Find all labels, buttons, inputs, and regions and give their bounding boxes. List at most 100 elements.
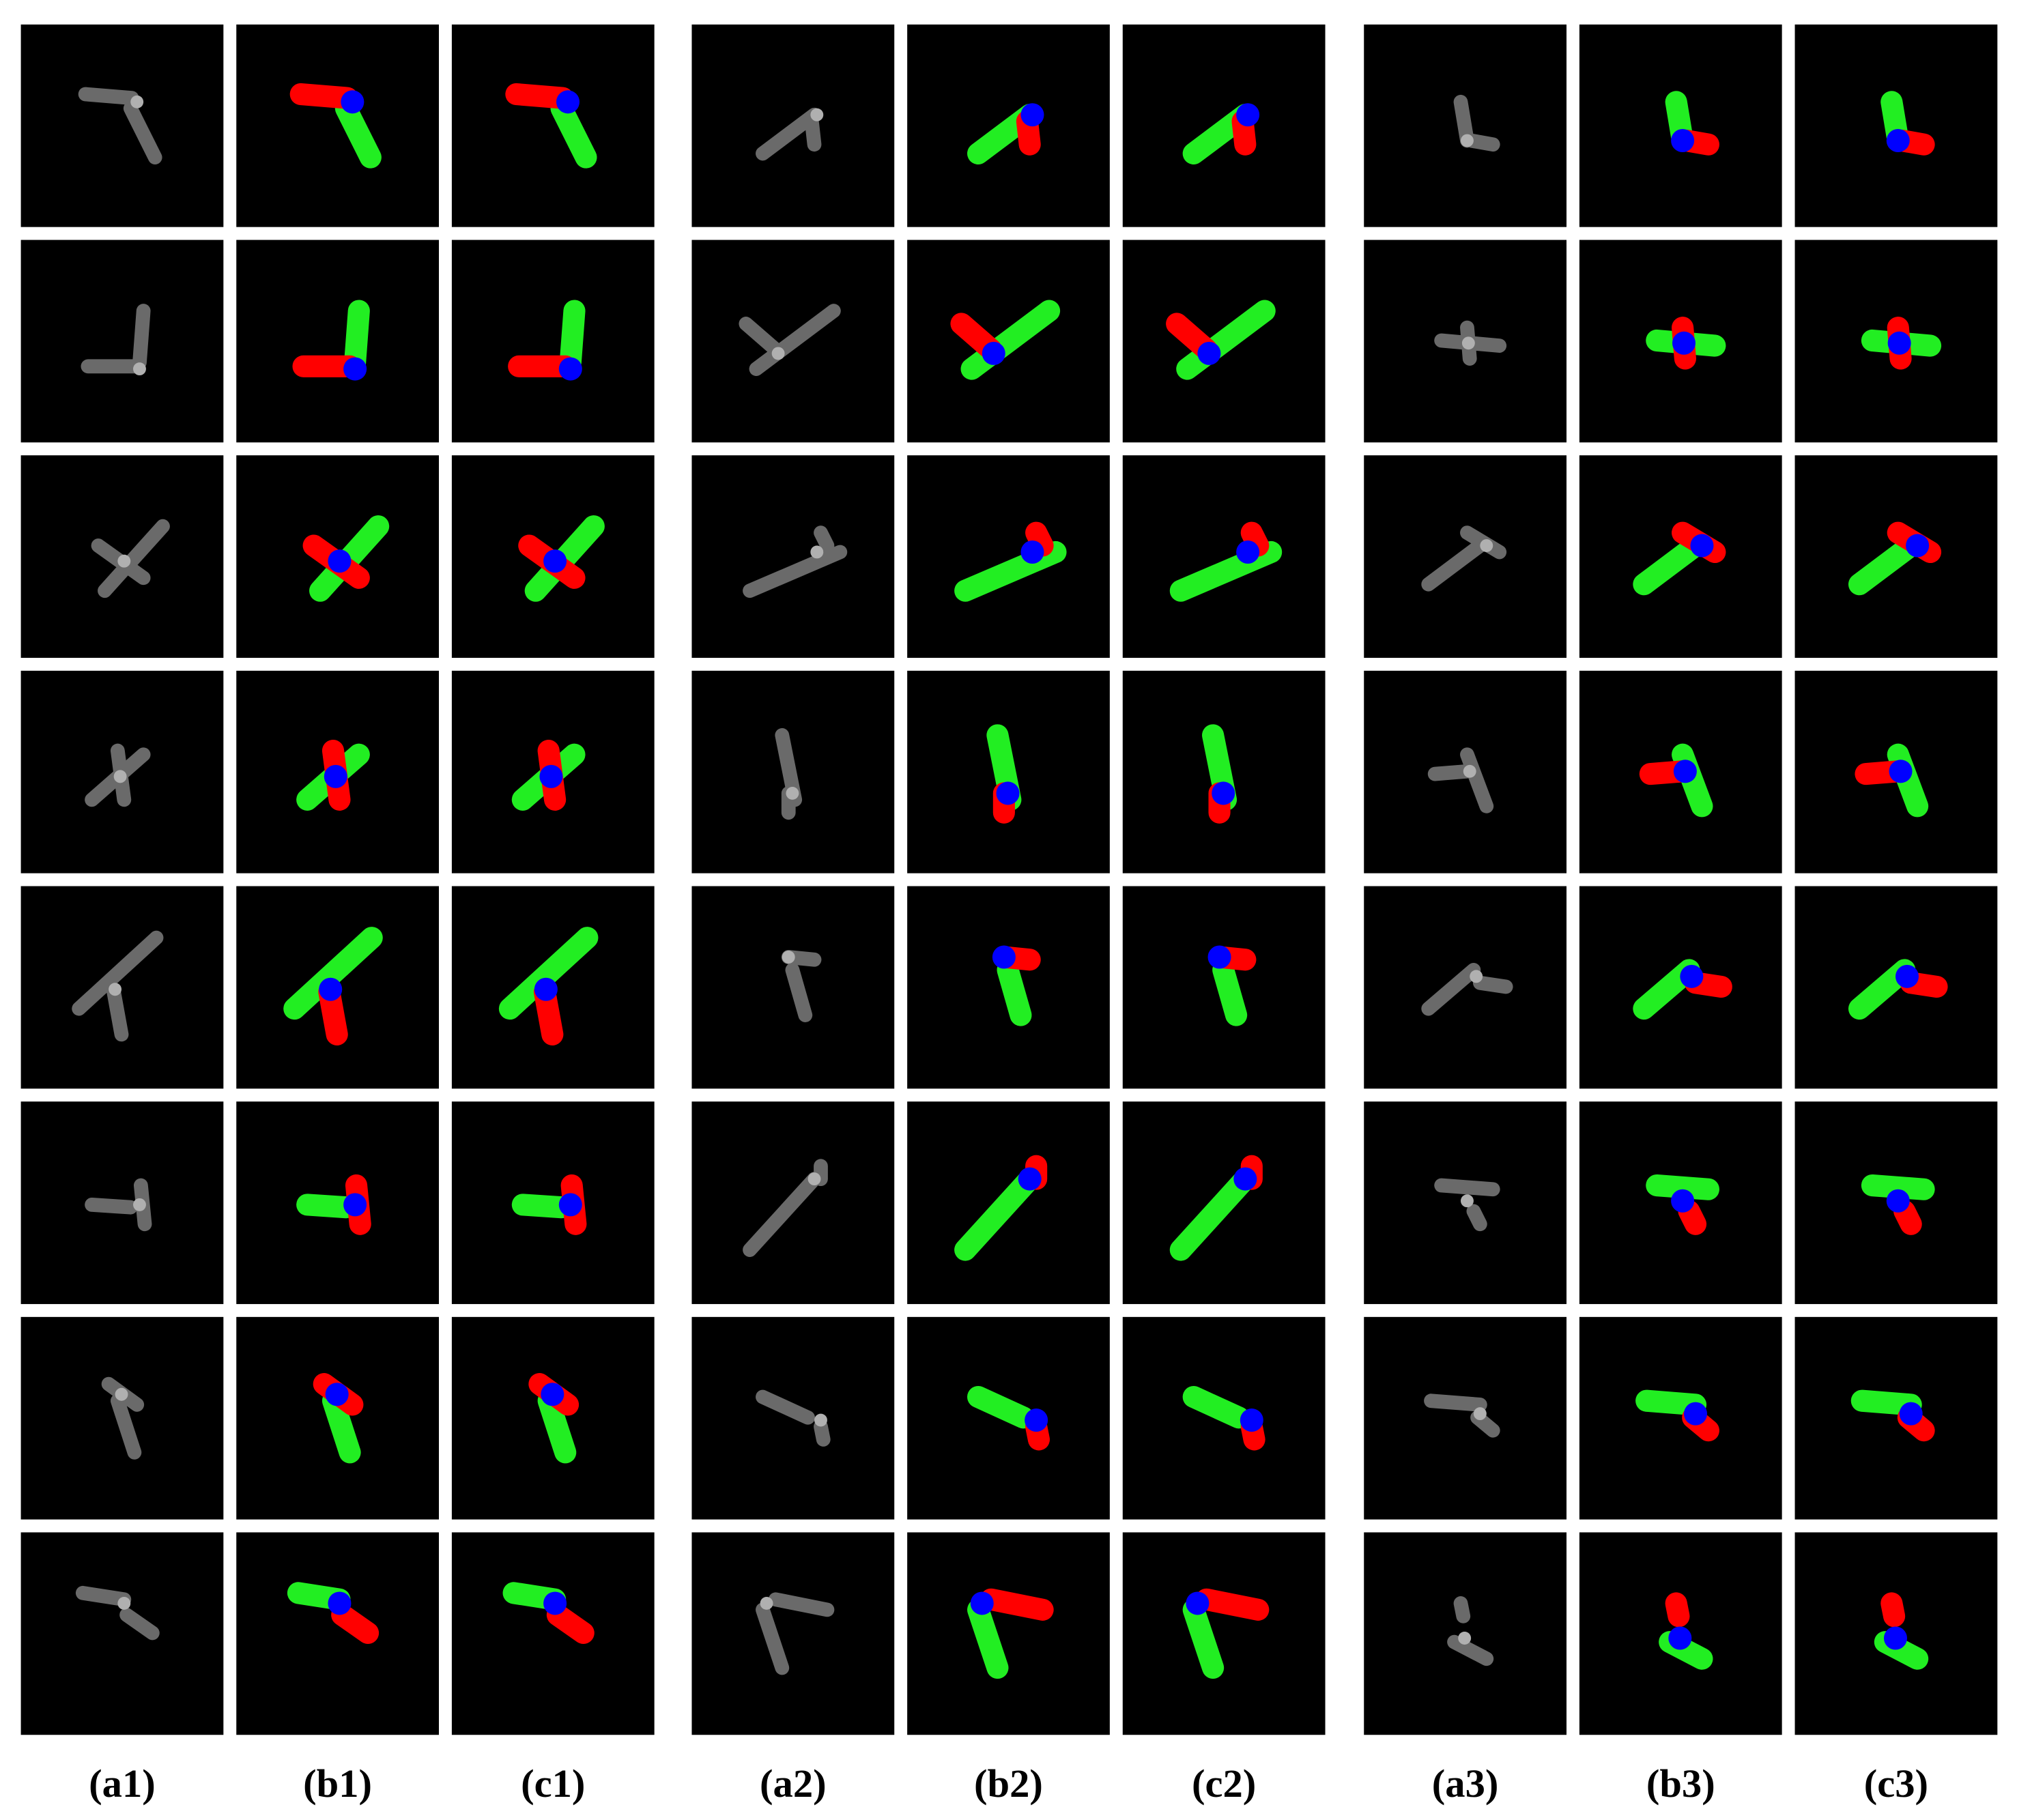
chromosome	[1421, 538, 1487, 592]
tile	[451, 455, 655, 658]
tile-background	[20, 886, 224, 1089]
overlap-blue	[1025, 1409, 1048, 1432]
chromosome	[743, 1172, 822, 1257]
chromosome-green	[1169, 1168, 1257, 1261]
chromosome-green	[1646, 1174, 1719, 1200]
centromere	[1460, 1194, 1474, 1208]
overlap-blue	[1240, 1409, 1263, 1432]
centromere	[1458, 1632, 1472, 1645]
chromosome-green	[1182, 1598, 1225, 1679]
overlap-blue	[558, 357, 582, 381]
overlap-blue	[1895, 964, 1919, 988]
overlap-blue	[1899, 1402, 1923, 1426]
tile	[236, 24, 439, 227]
tile	[236, 1316, 439, 1520]
chromosome-green	[1635, 1389, 1707, 1416]
tile	[1122, 1316, 1326, 1520]
tile	[451, 1101, 655, 1304]
overlap-blue	[541, 1383, 564, 1406]
tile	[451, 1316, 655, 1520]
chromosome-green	[283, 927, 383, 1020]
tile-background	[20, 24, 224, 227]
tile	[451, 240, 655, 443]
tile-background	[451, 24, 655, 227]
tile	[1579, 1532, 1782, 1735]
chromosome	[1453, 94, 1474, 148]
overlap-blue	[1212, 781, 1235, 805]
tile	[1364, 1101, 1567, 1304]
panel-label: (c3)	[1864, 1761, 1928, 1806]
overlap-blue	[543, 549, 567, 573]
chromosome-green	[1182, 1385, 1250, 1429]
tile	[1364, 455, 1567, 658]
centromere	[133, 362, 146, 376]
tile	[1794, 455, 1998, 658]
tile	[1794, 1316, 1998, 1520]
chromosome-red	[1025, 521, 1054, 557]
overlap-blue	[328, 549, 352, 573]
chromosome	[75, 1585, 132, 1607]
centromere	[810, 108, 824, 121]
tile	[1364, 24, 1567, 227]
overlap-blue	[1680, 964, 1704, 988]
tile	[1794, 1101, 1998, 1304]
chromosome-green	[550, 97, 597, 169]
centromere	[1473, 1407, 1487, 1421]
overlap-blue	[1673, 760, 1697, 783]
chromosome	[119, 1608, 160, 1641]
tile-background	[236, 24, 439, 227]
centromere	[1460, 134, 1474, 147]
overlap-blue	[1672, 331, 1696, 355]
chromosome	[1447, 1634, 1494, 1666]
centromere	[782, 951, 795, 964]
tile	[1122, 1532, 1326, 1735]
tile-background	[1122, 1532, 1326, 1735]
tile-background	[451, 240, 655, 443]
panel-label: (b3)	[1646, 1761, 1715, 1806]
tile	[20, 886, 224, 1089]
overlap-blue	[1207, 945, 1231, 969]
overlap-blue	[1233, 1167, 1257, 1191]
chromosome	[756, 1602, 790, 1675]
tile	[1794, 670, 1998, 873]
tile	[1122, 24, 1326, 227]
chromosome	[768, 1592, 835, 1617]
chromosome	[1427, 764, 1474, 781]
chromosome	[1463, 133, 1500, 152]
tile	[20, 240, 224, 443]
chromosome-red	[1195, 1588, 1270, 1621]
overlap-blue	[1020, 540, 1044, 564]
overlap-blue	[539, 764, 563, 788]
overlap-blue	[1886, 129, 1910, 153]
centromere	[807, 1172, 821, 1186]
chromosome	[804, 114, 822, 152]
centromere	[1470, 970, 1483, 983]
chromosome	[814, 1419, 831, 1447]
overlap-blue	[328, 1591, 352, 1615]
chromosome-green	[1633, 534, 1707, 596]
tile	[691, 1532, 895, 1735]
chromosome	[132, 304, 151, 370]
tile	[451, 24, 655, 227]
overlap-blue	[1887, 331, 1911, 355]
chromosome	[123, 101, 162, 164]
tile	[1579, 240, 1782, 443]
tile	[20, 1101, 224, 1304]
overlap-blue	[341, 90, 364, 114]
tile	[1364, 1316, 1567, 1520]
tile	[1579, 24, 1782, 227]
overlap-blue	[1671, 129, 1695, 153]
chromosome	[739, 317, 783, 357]
chromosome-green	[559, 300, 586, 374]
tile	[1579, 886, 1782, 1089]
panel-label: (c1)	[521, 1761, 585, 1806]
centromere	[810, 545, 824, 559]
tile	[1579, 1316, 1782, 1520]
chromosome	[1453, 1596, 1471, 1623]
tile	[451, 670, 655, 873]
tile	[691, 455, 895, 658]
tile	[1364, 886, 1567, 1089]
tile	[236, 1532, 439, 1735]
tile-background	[907, 1532, 1110, 1735]
